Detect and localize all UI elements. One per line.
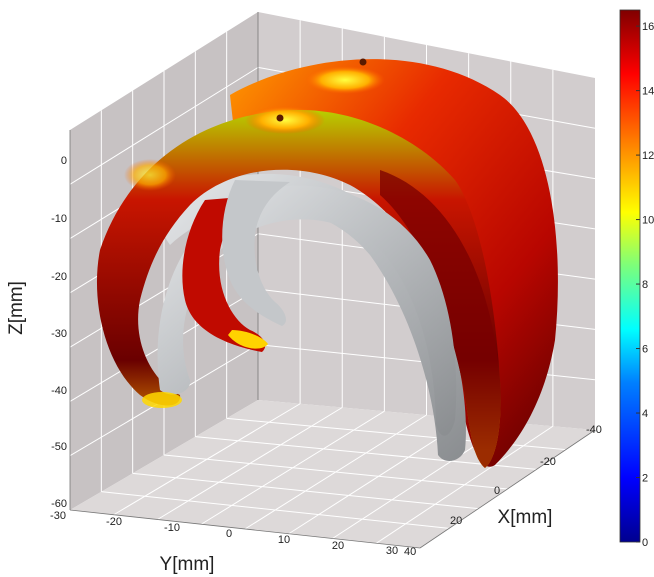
- z-tick-label: -30: [51, 328, 67, 340]
- z-tick-label: -20: [51, 271, 67, 283]
- x-ticks: -40 -20 0 20 40: [404, 424, 602, 558]
- gridline: [157, 407, 343, 520]
- colorbar-tick-label: 4: [642, 408, 648, 420]
- y-tick-label: 30: [386, 545, 398, 557]
- inner-red-leg-tip: [228, 330, 268, 349]
- y-tick-label: 0: [226, 528, 232, 540]
- x-axis-label: X[mm]: [498, 507, 553, 528]
- gridline: [244, 414, 427, 530]
- inner-red-leg: [182, 195, 266, 352]
- hot-spot: [245, 106, 325, 134]
- y-axis-label: Y[mm]: [160, 554, 215, 575]
- hot-spot: [124, 159, 176, 191]
- x-tick-label: 20: [450, 515, 462, 527]
- gridline: [113, 403, 301, 516]
- colorbar-tick-label: 0: [642, 537, 648, 549]
- leg-tip: [142, 392, 182, 408]
- pin-marker: [359, 58, 367, 66]
- y-tick-label: -30: [50, 510, 66, 522]
- x-tick-label: -20: [540, 456, 556, 468]
- colorbar-tick-label: 2: [642, 473, 648, 485]
- hot-spot: [305, 66, 385, 94]
- colorbar-tick-label: 10: [642, 215, 654, 227]
- gridline: [200, 410, 385, 525]
- z-tick-label: -50: [51, 441, 67, 453]
- y-tick-label: 20: [332, 540, 344, 552]
- z-tick-label: 0: [61, 155, 67, 167]
- y-tick-label: 10: [278, 534, 290, 546]
- inner-arch-uncolored: [157, 185, 457, 436]
- colorbar: [619, 9, 641, 543]
- z-tick-label: -40: [51, 385, 67, 397]
- x-tick-label: -40: [586, 424, 602, 436]
- colorbar-tick-label: 12: [642, 150, 654, 162]
- z-axis-label: Z[mm]: [6, 281, 27, 335]
- gridline: [375, 425, 554, 544]
- y-tick-label: -10: [164, 522, 180, 534]
- z-tick-label: -60: [51, 498, 67, 510]
- colorbar-tick-label: 6: [642, 344, 648, 356]
- colorbar-ticks: 0 2 4 6 8 10 12 14 16: [636, 21, 654, 549]
- pin-marker: [276, 114, 284, 122]
- y-tick-label: -20: [106, 516, 122, 528]
- x-tick-label: 40: [404, 546, 416, 558]
- inner-grey-leg: [222, 180, 290, 326]
- x-tick-label: 0: [494, 485, 500, 497]
- colorbar-tick-label: 16: [642, 21, 654, 33]
- z-ticks: 0 -10 -20 -30 -40 -50 -60: [51, 155, 67, 510]
- colorbar-tick-label: 14: [642, 86, 654, 98]
- z-tick-label: -10: [51, 213, 67, 225]
- y-ticks: -30 -20 -10 0 10 20 30: [50, 510, 398, 557]
- colorbar-tick-label: 8: [642, 279, 648, 291]
- front-arch-shadow: [380, 170, 501, 468]
- gridline: [69, 67, 259, 185]
